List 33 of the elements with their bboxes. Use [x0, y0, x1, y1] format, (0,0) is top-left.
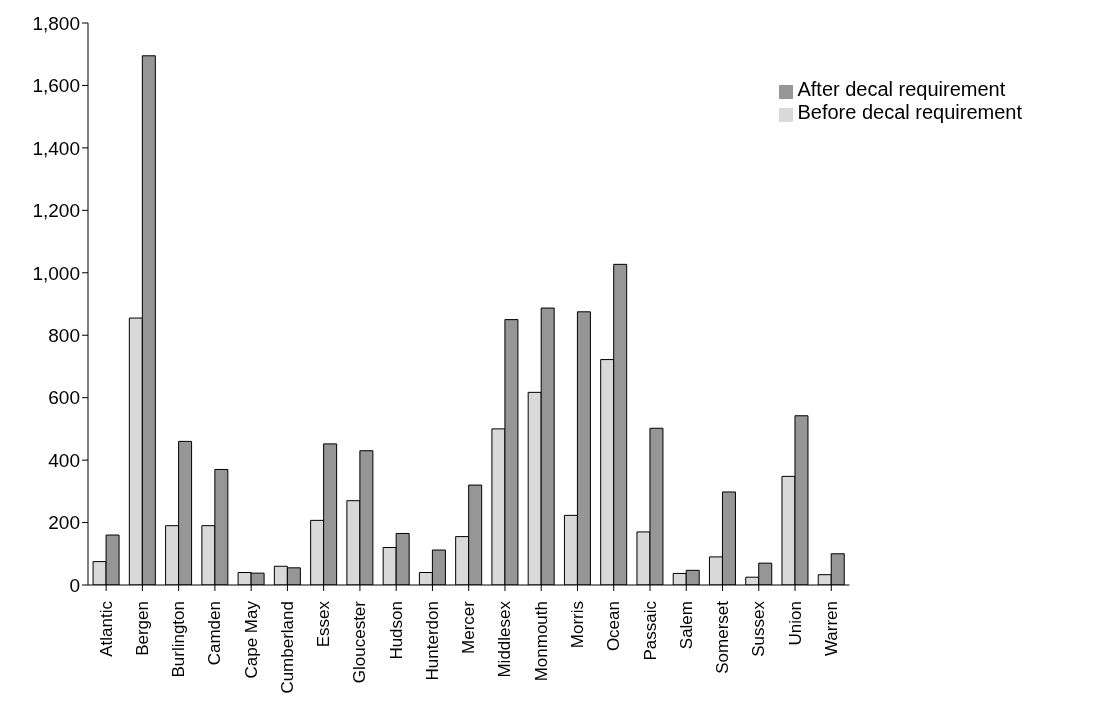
y-tick-label: 1,200 [32, 200, 80, 222]
x-tick-label: Mercer [459, 600, 479, 654]
y-tick-label: 200 [48, 512, 80, 534]
x-tick-label: Somerset [713, 600, 733, 674]
x-tick-label: Union [785, 601, 805, 646]
x-tick-label: Monmouth [531, 601, 551, 682]
x-tick-label: Atlantic [96, 600, 116, 657]
y-tick-label: 600 [48, 387, 80, 409]
x-tick-label: Burlington [169, 601, 189, 678]
x-tick-label: Middlesex [495, 600, 515, 678]
x-tick-label: Gloucester [350, 600, 370, 684]
x-tick-label: Hudson [386, 601, 406, 660]
x-tick-label: Cape May [241, 600, 261, 679]
y-tick-label: 1,800 [32, 12, 80, 34]
y-tick-label: 1,400 [32, 137, 80, 159]
legend-label: After decal requirement [797, 78, 1006, 100]
x-tick-label: Hunterdon [422, 601, 442, 681]
x-tick-label: Camden [205, 601, 225, 666]
x-tick-label: Ocean [604, 601, 624, 652]
x-tick-label: Bergen [132, 601, 152, 656]
legend-label: Before decal requirement [797, 101, 1022, 123]
y-tick-label: 1,000 [32, 262, 80, 284]
x-tick-label: Warren [821, 601, 841, 657]
x-tick-label: Sussex [749, 600, 769, 657]
y-tick-label: 800 [48, 324, 80, 346]
x-tick-label: Salem [676, 601, 696, 650]
x-tick-label: Cumberland [277, 601, 297, 694]
y-tick-label: 400 [48, 449, 80, 471]
y-tick-label: 0 [69, 574, 80, 596]
x-tick-label: Passaic [640, 600, 660, 661]
x-tick-label: Essex [314, 600, 334, 648]
x-tick-label: Morris [567, 601, 587, 649]
y-tick-label: 1,600 [32, 75, 80, 97]
